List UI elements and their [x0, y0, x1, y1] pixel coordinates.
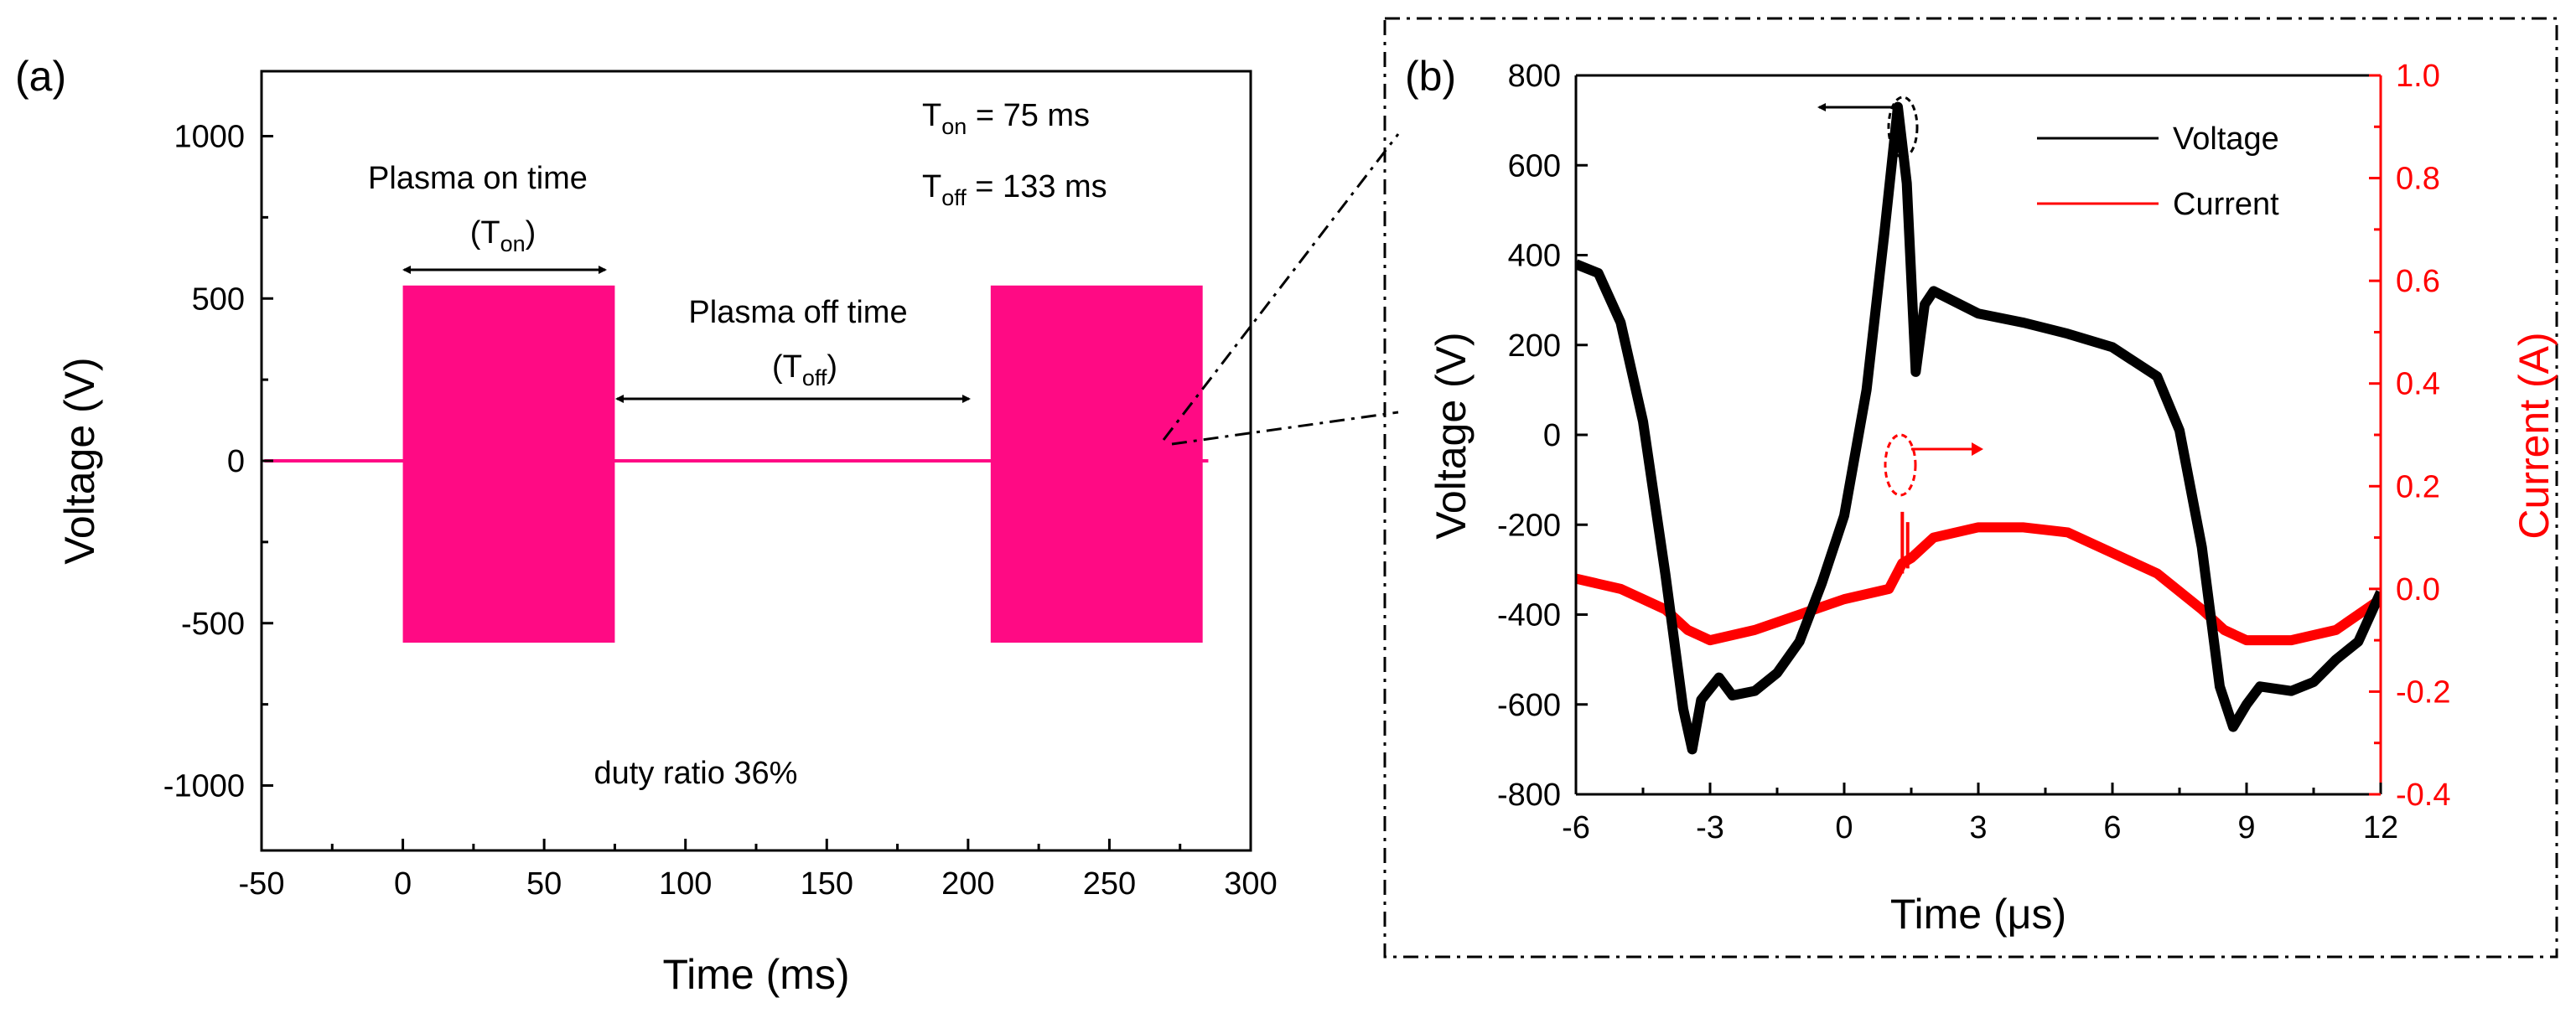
- panel-a-y-tick-label: 500: [192, 282, 245, 317]
- panel-b-y2-ticks: -0.4 -0.2 0.0 0.2 0.4 0.6 0.8 1.0: [2369, 59, 2450, 813]
- panel-a-y-axis-title: Voltage (V): [56, 357, 103, 564]
- plasma-on-time-symbol: (Ton): [470, 215, 536, 256]
- panel-b-y2-tick-label: 0.4: [2396, 367, 2440, 402]
- panel-a-burst-1: [402, 285, 615, 643]
- panel-a-plot: [264, 285, 1209, 643]
- panel-b-x-tick-label: 3: [1969, 810, 1987, 845]
- panel-a: (a) -50 0 50 100 150 200 250 300 -1000-50005001…: [15, 53, 1278, 998]
- panel-b-x-tick-label: -6: [1562, 810, 1590, 845]
- series-current-line: [1576, 522, 2381, 646]
- panel-b-y2-tick-label: 1.0: [2396, 59, 2440, 94]
- panel-b-x-tick-label: 12: [2363, 810, 2398, 845]
- legend-current-label: Current: [2173, 187, 2279, 222]
- panel-a-x-tick-label: 250: [1083, 866, 1136, 902]
- panel-b-plot: [1576, 101, 2381, 755]
- panel-b-y-tick-label: -200: [1497, 508, 1561, 543]
- plasma-off-time-symbol: (Toff): [772, 349, 837, 390]
- panel-a-y-tick-label: 0: [227, 444, 245, 479]
- panel-a-x-tick-label: -50: [239, 866, 285, 902]
- panel-b-y2-axis-title: Current (A): [2511, 332, 2558, 539]
- panel-b-y-tick-label: -400: [1497, 598, 1561, 633]
- panel-b-y-tick-label: 400: [1508, 239, 1561, 274]
- plasma-on-time-label: Plasma on time: [368, 161, 588, 196]
- panel-a-burst-2: [990, 285, 1203, 643]
- panel-a-x-tick-label: 100: [659, 866, 712, 902]
- panel-b-y-tick-label: 200: [1508, 328, 1561, 364]
- panel-b-y2-tick-label: 0.8: [2396, 162, 2440, 197]
- panel-b-x-tick-label: 9: [2237, 810, 2255, 845]
- panel-a-label: (a): [15, 53, 66, 100]
- panel-a-x-tick-label: 50: [526, 866, 562, 902]
- current-spike-marker: [1884, 433, 1917, 497]
- current-axis-arrowhead: [1972, 442, 1983, 456]
- panel-a-x-tick-label: 150: [801, 866, 853, 902]
- panel-a-x-tick-label: 300: [1224, 866, 1277, 902]
- series-current-spike: [1900, 511, 1910, 574]
- panel-a-x-tick-label: 200: [941, 866, 994, 902]
- panel-b-y-tick-label: -600: [1497, 688, 1561, 723]
- voltage-peak-marker: [1887, 96, 1919, 159]
- plasma-off-time-label: Plasma off time: [688, 295, 907, 330]
- panel-b-y-tick-label: 800: [1508, 59, 1561, 94]
- zoom-connector-lower: [1171, 411, 1399, 446]
- panel-b-y2-tick-label: -0.2: [2396, 674, 2450, 710]
- panel-a-y-tick-label: -500: [181, 607, 245, 642]
- panel-b-y-tick-label: -800: [1497, 778, 1561, 813]
- zoom-connector-upper: [1162, 133, 1400, 441]
- panel-b: (b) -6 -3 0 3 6 9 12 -800 -600 -400 -200 0 200 400 60…: [1405, 53, 2558, 938]
- panel-b-y2-tick-label: -0.4: [2396, 778, 2450, 813]
- panel-b-x-tick-label: -3: [1696, 810, 1724, 845]
- panel-b-y-ticks: -800 -600 -400 -200 0 200 400 600 800: [1497, 59, 1588, 813]
- legend-voltage-label: Voltage: [2173, 121, 2279, 157]
- panel-b-legend: Voltage Current: [2037, 121, 2279, 222]
- panel-a-x-tick-label: 0: [394, 866, 412, 902]
- t-off-value: Toff = 133 ms: [922, 169, 1107, 210]
- panel-b-y-axis-title: Voltage (V): [1428, 332, 1475, 539]
- panel-b-label: (b): [1405, 53, 1456, 100]
- panel-b-x-ticks: -6 -3 0 3 6 9 12: [1562, 783, 2398, 845]
- panel-a-y-tick-label: 1000: [174, 120, 245, 155]
- series-voltage-line: [1576, 101, 2381, 755]
- panel-b-y2-tick-label: 0.6: [2396, 264, 2440, 299]
- panel-b-x-axis-title: Time (μs): [1890, 891, 2066, 938]
- panel-b-y-tick-label: 0: [1543, 418, 1561, 453]
- panel-a-x-axis-title: Time (ms): [662, 951, 849, 998]
- panel-b-x-tick-label: 0: [1835, 810, 1853, 845]
- panel-b-outer-frame: [1383, 17, 2558, 959]
- panel-b-y-tick-label: 600: [1508, 148, 1561, 183]
- panel-a-y-ticks: -1000 -500 0 500 1000: [163, 120, 273, 804]
- duty-ratio-label: duty ratio 36%: [594, 756, 798, 791]
- panel-b-x-tick-label: 6: [2103, 810, 2121, 845]
- panel-a-y-tick-label: -1000: [163, 769, 245, 804]
- panel-a-x-ticks: -50 0 50 100 150 200 250 300: [239, 839, 1278, 902]
- panel-b-y2-tick-label: 0.0: [2396, 572, 2440, 607]
- panel-b-y2-tick-label: 0.2: [2396, 469, 2440, 504]
- t-on-value: Ton = 75 ms: [922, 98, 1090, 139]
